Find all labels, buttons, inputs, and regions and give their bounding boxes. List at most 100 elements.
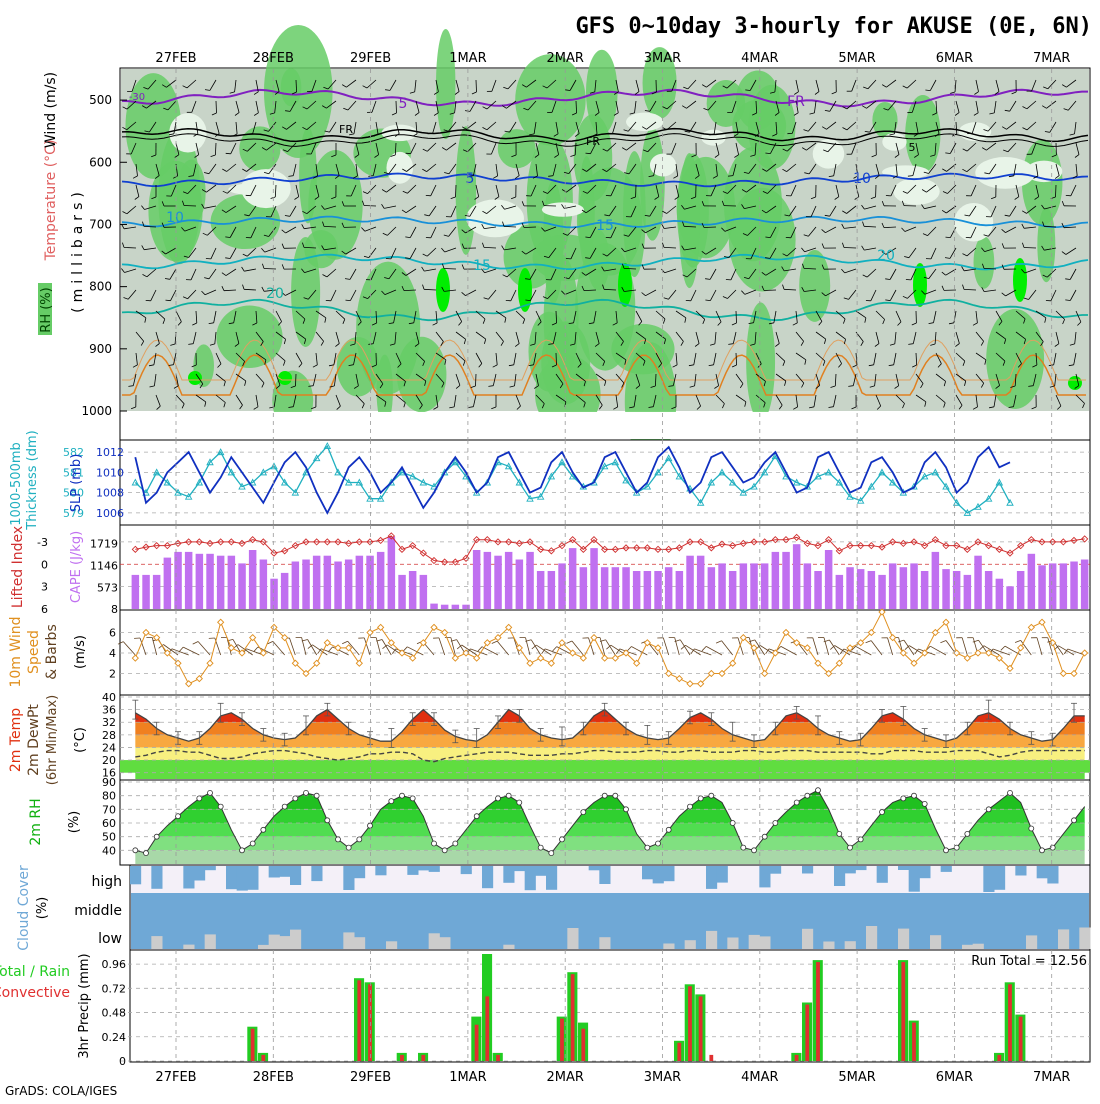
cloud-low-gray xyxy=(706,931,717,949)
cape-bar xyxy=(313,556,321,609)
cape-bar xyxy=(601,567,609,609)
wind10-tick-label: 6 xyxy=(109,627,116,640)
pressure-tick-label: 600 xyxy=(89,155,112,169)
cape-bar xyxy=(217,556,225,609)
pressure-tick-label: 700 xyxy=(89,217,112,231)
cape-bar xyxy=(1049,563,1057,609)
cloud-high-fill xyxy=(1037,866,1048,878)
wind-barb xyxy=(184,206,196,207)
precip-convective-bar xyxy=(400,1055,404,1061)
rh2m-tick-label: 90 xyxy=(102,776,116,789)
cape-bar xyxy=(569,548,577,609)
rh-saturated-blob xyxy=(913,263,927,307)
precip-convective-bar xyxy=(581,1029,585,1061)
cloud-low-gray xyxy=(1026,935,1037,949)
wind10-tick-label: 4 xyxy=(109,647,116,660)
contour-label: -30 xyxy=(129,92,145,103)
cloud-low-gray xyxy=(930,935,941,949)
precip-convective-bar xyxy=(496,1055,500,1061)
date-label-top: 1MAR xyxy=(449,51,486,66)
chart-title: GFS 0~10day 3-hourly for AKUSE (0E, 6N) xyxy=(575,14,1092,39)
wind-barb xyxy=(396,101,397,113)
cloud-low-gray xyxy=(898,929,909,949)
wind-barb xyxy=(476,80,477,92)
cloud-low-gray xyxy=(183,945,194,949)
rh2m-axis-label: 2m RH xyxy=(28,798,44,845)
thickness-axis-label-2: Thickness (dm) xyxy=(25,430,40,530)
cape-tick-label: 573 xyxy=(97,581,118,594)
cloud-high-fill xyxy=(205,866,216,870)
cape-bar xyxy=(708,567,716,609)
rh-moist-blob xyxy=(216,306,282,368)
cape-bar xyxy=(356,556,364,609)
temperature-axis-label: Temperature (°C) xyxy=(43,140,59,262)
cloud-high-fill xyxy=(503,866,514,883)
rh2m-point xyxy=(688,804,693,809)
rh2m-point xyxy=(389,799,394,804)
cape-bar xyxy=(430,604,438,609)
date-label-top: 2MAR xyxy=(546,51,583,66)
wind-barb-flag xyxy=(406,153,411,154)
cape-bar xyxy=(238,563,246,609)
date-label-bottom: 29FEB xyxy=(350,1070,391,1085)
cape-bar xyxy=(772,552,780,609)
precip-tick-label: 0.72 xyxy=(102,982,127,995)
cloud-low-gray xyxy=(663,944,674,950)
footer-credit: GrADS: COLA/IGES xyxy=(5,1084,117,1098)
temp2m-unit-label: (°C) xyxy=(73,727,88,753)
rh-dry-blob xyxy=(882,165,929,178)
rh-moist-blob xyxy=(1037,207,1055,282)
date-label-top: 3MAR xyxy=(644,51,681,66)
rh2m-tick-label: 70 xyxy=(102,803,116,816)
cloud-high-fill xyxy=(919,866,930,878)
cape-bar xyxy=(505,552,513,609)
pressure-tick-label: 800 xyxy=(89,280,112,294)
precip-convective-bar xyxy=(421,1055,425,1061)
rh-axis-label: RH (%) xyxy=(39,287,54,332)
cloud-high-fill xyxy=(877,866,888,883)
millibars-axis-label: (millibars) xyxy=(70,187,86,313)
cape-bar xyxy=(409,571,417,609)
contour-label: 20 xyxy=(877,248,895,264)
wind10-axis-label: 10m Wind xyxy=(8,616,24,687)
cloud-high-fill xyxy=(343,866,354,890)
cape-bar xyxy=(185,552,193,609)
cloud-high-fill xyxy=(525,866,536,890)
rh-saturated-blob xyxy=(618,263,632,307)
cloud-low-gray xyxy=(567,928,578,949)
cloud-high-fill xyxy=(1047,866,1058,884)
cape-bar xyxy=(494,556,502,609)
precip-convective-bar xyxy=(901,962,905,1061)
rh2m-point xyxy=(581,810,586,815)
rh2m-point xyxy=(240,848,245,853)
cape-bar xyxy=(942,569,950,609)
li-tick-label: 6 xyxy=(41,603,48,616)
date-label-top: 4MAR xyxy=(741,51,778,66)
wind-barb xyxy=(764,290,776,291)
cloud-high-fill xyxy=(247,866,258,890)
cape-bar xyxy=(292,562,300,610)
precip-convective-bar xyxy=(368,984,372,1061)
cloud-high-fill xyxy=(183,866,194,889)
rh2m-point xyxy=(496,796,501,801)
wind-barb xyxy=(456,185,457,197)
wind-barb xyxy=(556,353,557,365)
contour-label: 20 xyxy=(266,286,284,302)
cloud-low-gray xyxy=(343,932,354,949)
cloud-high-fill xyxy=(770,866,781,874)
rh2m-point xyxy=(250,841,255,846)
cloud-panel: Cloud Cover (%) high middle low xyxy=(16,865,1091,951)
below-ground-area xyxy=(121,412,1089,439)
wind10-axis-label-3: & Barbs xyxy=(44,624,60,680)
rh2m-point xyxy=(133,848,138,853)
cloud-high-fill xyxy=(706,866,717,889)
slp-tick-label: 1008 xyxy=(96,487,124,500)
rh-dry-blob xyxy=(169,113,206,152)
cape-bar xyxy=(334,562,342,610)
slp-tick-label: 1006 xyxy=(96,507,124,520)
cape-bar xyxy=(633,571,641,609)
rh2m-point xyxy=(336,837,341,842)
rh2m-point xyxy=(805,793,810,798)
